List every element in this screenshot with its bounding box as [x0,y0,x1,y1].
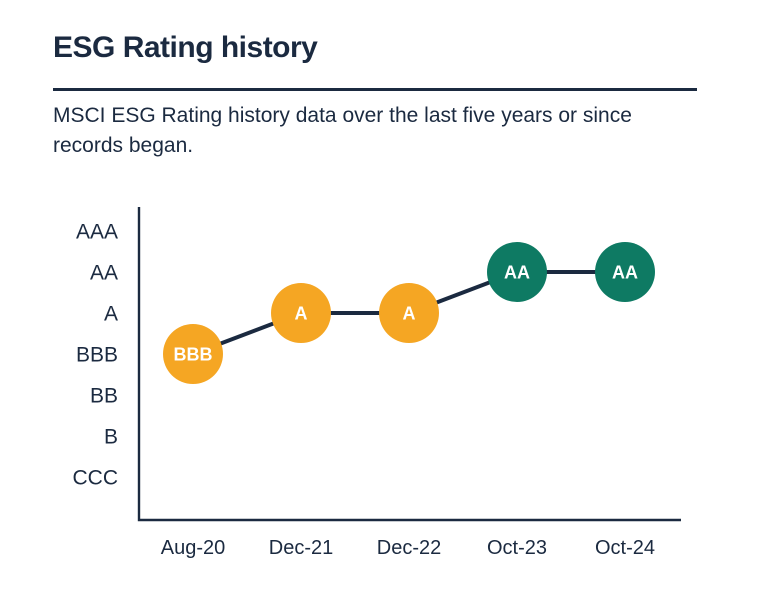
rating-point-aug-20 [163,324,223,384]
y-axis-label-b: B [104,426,118,449]
x-axis-label-dec-21: Dec-21 [269,537,333,559]
x-axis-label-dec-22: Dec-22 [377,537,441,559]
y-axis-label-bb: BB [90,385,118,408]
y-axis-label-a: A [104,303,118,326]
rating-point-dec-22 [379,283,439,343]
rating-point-label-aug-20: BBB [174,345,213,365]
x-axis-label-aug-20: Aug-20 [161,537,226,559]
x-axis-label-oct-23: Oct-23 [487,537,547,559]
y-axis-label-bbb: BBB [76,344,118,367]
chart-axes [137,207,681,522]
rating-point-label-oct-23: AA [504,263,530,283]
rating-point-label-dec-21: A [295,304,308,324]
title-divider [53,88,697,91]
y-axis-label-aaa: AAA [76,221,118,244]
x-axis-label-oct-24: Oct-24 [595,537,655,559]
page-title: ESG Rating history [53,31,318,64]
rating-point-oct-23 [487,242,547,302]
rating-point-dec-21 [271,283,331,343]
y-axis-label-ccc: CCC [73,467,119,490]
rating-point-label-dec-22: A [403,304,416,324]
rating-point-label-oct-24: AA [612,263,638,283]
rating-point-oct-24 [595,242,655,302]
y-axis-label-aa: AA [90,262,118,285]
page-subtitle: MSCI ESG Rating history data over the la… [53,104,632,157]
